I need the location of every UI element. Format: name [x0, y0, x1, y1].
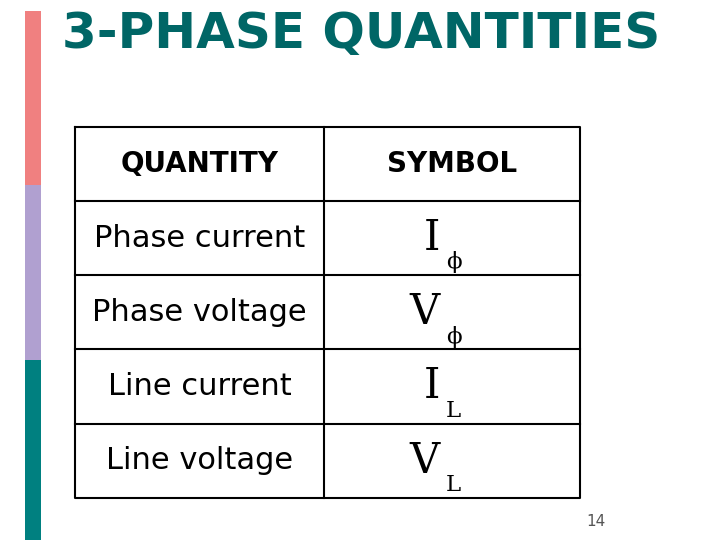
Text: Line voltage: Line voltage [106, 446, 293, 475]
Text: V: V [410, 292, 440, 333]
Text: Line current: Line current [108, 372, 292, 401]
Text: 3-PHASE QUANTITIES: 3-PHASE QUANTITIES [63, 10, 661, 58]
Text: Phase voltage: Phase voltage [92, 298, 307, 327]
Text: QUANTITY: QUANTITY [121, 150, 279, 178]
Text: ϕ: ϕ [446, 326, 462, 348]
Text: Phase current: Phase current [94, 224, 305, 253]
Text: V: V [410, 440, 440, 482]
FancyBboxPatch shape [25, 360, 40, 540]
Text: I: I [423, 366, 440, 408]
Text: I: I [423, 217, 440, 259]
Text: 14: 14 [586, 515, 606, 529]
Text: L: L [446, 474, 462, 496]
Text: L: L [446, 400, 462, 422]
Text: ϕ: ϕ [446, 252, 462, 273]
FancyBboxPatch shape [25, 11, 40, 185]
FancyBboxPatch shape [25, 185, 40, 360]
Text: SYMBOL: SYMBOL [387, 150, 518, 178]
